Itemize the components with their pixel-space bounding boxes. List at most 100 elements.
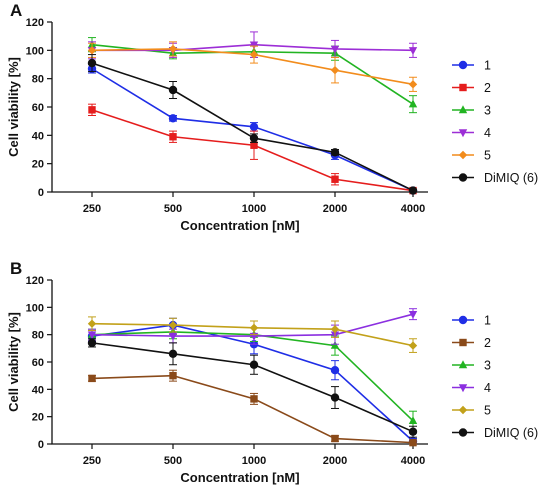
legend-entry: 1 — [452, 314, 491, 328]
y-tick-label: 80 — [32, 330, 44, 342]
data-point — [168, 332, 178, 341]
legend-label: 1 — [484, 314, 491, 328]
legend-entry: 2 — [452, 81, 491, 95]
data-point — [330, 45, 340, 54]
x-tick-label: 1000 — [242, 203, 266, 215]
data-point — [88, 374, 96, 383]
legend-label: DiMIQ (6) — [484, 171, 538, 185]
data-point — [168, 114, 178, 123]
data-point — [330, 340, 340, 349]
y-tick-label: 40 — [32, 130, 44, 142]
legend-marker — [458, 405, 468, 415]
legend-marker — [458, 315, 468, 325]
panel-label: A — [10, 1, 22, 20]
y-tick-label: 20 — [32, 412, 44, 424]
panel-A: A 0 20 40 60 80 100 120 250 500 1000 2000 4000 Concen… — [6, 1, 538, 233]
y-tick-label: 40 — [32, 384, 44, 396]
data-point — [408, 427, 418, 436]
data-point — [408, 416, 418, 424]
data-point — [330, 65, 340, 75]
data-point — [409, 438, 417, 447]
data-point — [249, 41, 259, 50]
y-axis-title: Cell viability [%] — [6, 57, 21, 157]
data-point — [331, 434, 339, 443]
data-point — [168, 349, 178, 358]
data-point — [169, 133, 177, 141]
legend-label: 3 — [484, 104, 491, 118]
legend-label: 5 — [484, 404, 491, 418]
data-point — [87, 319, 97, 328]
y-tick-label: 0 — [38, 187, 44, 199]
data-point — [249, 122, 259, 132]
legend-label: 1 — [484, 59, 491, 73]
y-tick-label: 80 — [32, 74, 44, 86]
legend-marker — [458, 173, 468, 182]
series-line — [91, 374, 414, 444]
legend-label: 2 — [484, 81, 491, 95]
legend-entry: 4 — [452, 381, 491, 395]
data-point — [330, 393, 340, 402]
y-tick-label: 60 — [32, 357, 44, 369]
y-tick-label: 100 — [26, 45, 44, 57]
data-point — [87, 331, 97, 340]
legend-entry: 5 — [452, 149, 491, 163]
y-tick-label: 120 — [26, 275, 44, 287]
x-tick-label: 500 — [164, 455, 182, 467]
data-point — [87, 46, 97, 55]
legend-marker — [459, 338, 467, 347]
x-tick-label: 2000 — [323, 203, 347, 215]
data-point — [330, 366, 340, 375]
data-point — [249, 360, 259, 369]
series-DiMIQ (6) — [87, 54, 418, 195]
data-point — [168, 320, 178, 330]
x-axis-title: Concentration [nM] — [180, 218, 299, 233]
data-point — [87, 58, 97, 68]
x-tick-label: 500 — [164, 203, 182, 215]
series-line — [91, 109, 414, 192]
legend-label: 3 — [484, 359, 491, 373]
data-point — [88, 106, 96, 114]
series-2 — [88, 103, 417, 195]
data-point — [168, 44, 178, 54]
legend-label: 4 — [484, 126, 491, 140]
x-tick-label: 250 — [83, 203, 101, 215]
legend-label: DiMIQ (6) — [484, 426, 538, 440]
y-tick-label: 0 — [38, 439, 44, 451]
x-tick-label: 1000 — [242, 455, 266, 467]
x-tick-label: 4000 — [401, 455, 425, 467]
x-tick-label: 250 — [83, 455, 101, 467]
data-point — [330, 325, 340, 334]
data-point — [408, 99, 418, 108]
series-2 — [88, 369, 417, 447]
data-point — [249, 133, 259, 143]
series-5 — [87, 41, 418, 92]
data-point — [408, 310, 418, 319]
y-tick-label: 60 — [32, 102, 44, 114]
data-point — [249, 323, 259, 333]
series-DiMIQ (6) — [87, 338, 418, 438]
series-line — [91, 342, 414, 433]
data-point — [408, 341, 418, 350]
legend-entry: 3 — [452, 359, 491, 373]
data-point — [331, 175, 339, 183]
data-point — [168, 85, 178, 95]
y-axis-title: Cell viability [%] — [6, 312, 21, 412]
legend-label: 5 — [484, 149, 491, 163]
legend-label: 2 — [484, 336, 491, 350]
x-tick-label: 4000 — [401, 203, 425, 215]
data-point — [169, 371, 177, 380]
legend-entry: 3 — [452, 104, 491, 118]
legend-marker — [458, 105, 468, 114]
series-5 — [87, 316, 418, 353]
data-point — [87, 338, 97, 348]
panel-label: B — [10, 259, 22, 278]
data-point — [408, 186, 418, 195]
legend-entry: DiMIQ (6) — [452, 171, 538, 185]
data-point — [408, 47, 418, 56]
legend-label: 4 — [484, 381, 491, 395]
data-point — [330, 148, 340, 157]
data-point — [250, 395, 258, 403]
legend-entry: 4 — [452, 126, 491, 140]
